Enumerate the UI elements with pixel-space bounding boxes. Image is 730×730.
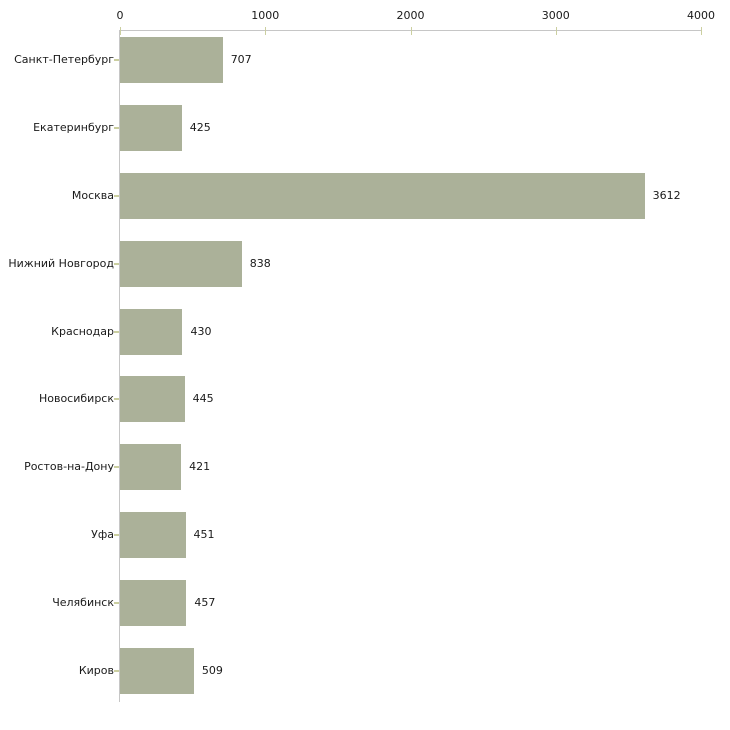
x-tick (120, 27, 121, 35)
category-label: Санкт-Петербург (14, 53, 114, 67)
category-tick (114, 466, 119, 469)
bar (120, 647, 194, 694)
value-label: 430 (190, 324, 212, 338)
category-tick (114, 194, 119, 197)
bar (120, 37, 223, 84)
category-tick (114, 262, 119, 265)
category-label: Челябинск (52, 595, 114, 609)
bar (120, 579, 187, 626)
value-label: 3612 (652, 188, 681, 202)
category-tick (114, 398, 119, 401)
category-label: Уфа (91, 527, 114, 541)
bar (120, 172, 645, 219)
x-tick-label: 3000 (541, 9, 570, 22)
x-tick (265, 27, 267, 35)
category-tick (114, 669, 119, 672)
category-tick (114, 59, 119, 62)
value-label: 509 (201, 663, 223, 677)
x-tick (701, 27, 702, 35)
value-label: 457 (194, 595, 216, 609)
x-tick-label: 1000 (251, 9, 280, 22)
value-label: 421 (189, 460, 211, 474)
category-tick (114, 127, 119, 130)
value-label: 838 (249, 256, 271, 270)
x-tick-label: 0 (116, 9, 124, 22)
bar (120, 376, 185, 423)
bar (120, 308, 183, 355)
bar (120, 444, 182, 491)
bar (120, 511, 186, 558)
category-label: Москва (71, 188, 114, 202)
category-tick (114, 330, 119, 333)
x-tick-label: 2000 (396, 9, 425, 22)
value-label: 425 (189, 121, 211, 135)
x-tick (410, 27, 412, 35)
category-tick (114, 601, 119, 604)
category-tick (114, 533, 119, 536)
value-label: 445 (192, 392, 214, 406)
category-label: Ростов-на-Дону (24, 460, 114, 474)
category-label: Киров (78, 663, 114, 677)
category-label: Новосибирск (38, 392, 114, 406)
bar (120, 240, 242, 287)
value-label: 451 (193, 527, 215, 541)
value-label: 707 (230, 53, 252, 67)
x-tick-label: 4000 (687, 9, 715, 22)
category-label: Нижний Новгород (8, 256, 114, 270)
category-label: Краснодар (51, 324, 114, 338)
x-tick (555, 27, 557, 35)
category-label: Екатеринбург (33, 121, 114, 135)
y-axis-line (119, 30, 120, 702)
bar (120, 105, 182, 152)
